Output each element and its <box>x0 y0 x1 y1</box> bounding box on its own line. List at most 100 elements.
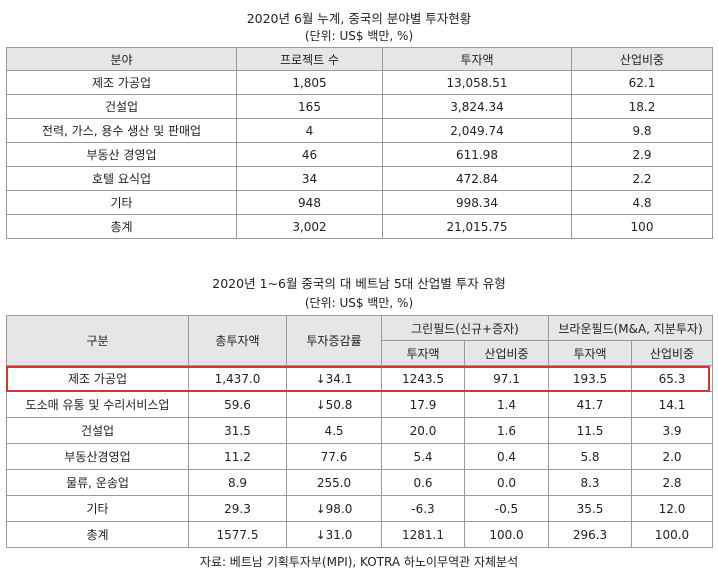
cell: ↓50.8 <box>286 391 382 418</box>
table1-title: 2020년 6월 누계, 중국의 분야별 투자현황 <box>246 11 472 26</box>
cell: 611.98 <box>382 142 572 167</box>
cell: 59.6 <box>188 391 287 418</box>
cell: 3,824.34 <box>382 94 572 119</box>
cell: 부동산 경영업 <box>6 142 237 167</box>
cell: 20.0 <box>381 417 465 444</box>
cell: 건설업 <box>6 417 189 444</box>
cell: 0.0 <box>464 469 549 496</box>
cell: 29.3 <box>188 495 287 522</box>
cell: 2.8 <box>631 469 713 496</box>
cell: 4.5 <box>286 417 382 444</box>
cell: 1.4 <box>464 391 549 418</box>
cell: 165 <box>236 94 383 119</box>
cell: 9.8 <box>571 118 713 143</box>
cell: ↓98.0 <box>286 495 382 522</box>
cell: 472.84 <box>382 166 572 191</box>
cell: 제조 가공업 <box>6 70 237 95</box>
cell: 255.0 <box>286 469 382 496</box>
table-subheader-row: 투자액 산업비중 투자액 산업비중 <box>7 340 713 366</box>
header-greenfield-share: 산업비중 <box>464 340 549 366</box>
sector-investment-table: 분야 프로젝트 수 투자액 산업비중 제조 가공업 1,805 13,058.5… <box>6 47 713 239</box>
cell: 11.5 <box>548 417 632 444</box>
table-row: 제조 가공업 1,805 13,058.51 62.1 <box>6 70 713 95</box>
table-row: 건설업 31.5 4.5 20.0 1.6 11.5 3.9 <box>6 417 713 444</box>
table2-title: 2020년 1~6월 중국의 대 베트남 5대 산업별 투자 유형 <box>212 276 506 291</box>
cell: 건설업 <box>6 94 237 119</box>
cell: 8.3 <box>548 469 632 496</box>
cell: 12.0 <box>631 495 713 522</box>
table-row: 전력, 가스, 용수 생산 및 판매업 4 2,049.74 9.8 <box>6 118 713 143</box>
cell: -0.5 <box>464 495 549 522</box>
header-total-investment: 총투자액 <box>188 315 287 366</box>
cell: 제조 가공업 <box>6 365 189 392</box>
header-brownfield-share: 산업비중 <box>631 340 713 366</box>
cell: 2.0 <box>631 443 713 470</box>
cell: 46 <box>236 142 383 167</box>
cell: 296.3 <box>548 521 632 548</box>
cell: 총계 <box>6 214 237 239</box>
table-header-row: 구분 총투자액 투자증감률 그린필드(신규+증자) 브라운필드(M&A, 지분투… <box>6 315 713 366</box>
table-row: 부동산 경영업 46 611.98 2.9 <box>6 142 713 167</box>
cell: 2.9 <box>571 142 713 167</box>
cell: 35.5 <box>548 495 632 522</box>
cell: 18.2 <box>571 94 713 119</box>
cell: 100.0 <box>464 521 549 548</box>
cell: -6.3 <box>381 495 465 522</box>
header-greenfield: 그린필드(신규+증자) <box>381 315 549 341</box>
cell: 호텔 요식업 <box>6 166 237 191</box>
cell: ↓31.0 <box>286 521 382 548</box>
cell: ↓34.1 <box>286 365 382 392</box>
table-row: 부동산경영업 11.2 77.6 5.4 0.4 5.8 2.0 <box>6 443 713 470</box>
table-row: 기타 948 998.34 4.8 <box>6 190 713 215</box>
table-row: 기타 29.3 ↓98.0 -6.3 -0.5 35.5 12.0 <box>6 495 713 522</box>
table-row: 호텔 요식업 34 472.84 2.2 <box>6 166 713 191</box>
cell: 948 <box>236 190 383 215</box>
cell: 100.0 <box>631 521 713 548</box>
header-greenfield-amount: 투자액 <box>381 340 465 366</box>
cell: 0.6 <box>381 469 465 496</box>
cell: 3,002 <box>236 214 383 239</box>
cell: 5.4 <box>381 443 465 470</box>
cell: 1281.1 <box>381 521 465 548</box>
table-row-highlighted: 제조 가공업 1,437.0 ↓34.1 1243.5 97.1 193.5 6… <box>6 365 713 392</box>
cell: 물류, 운송업 <box>6 469 189 496</box>
header-category: 구분 <box>6 315 189 366</box>
table-header-row: 분야 프로젝트 수 투자액 산업비중 <box>6 47 713 71</box>
cell: 1243.5 <box>381 365 465 392</box>
cell: 65.3 <box>631 365 713 392</box>
cell: 1.6 <box>464 417 549 444</box>
cell: 4 <box>236 118 383 143</box>
cell: 1,437.0 <box>188 365 287 392</box>
cell: 8.9 <box>188 469 287 496</box>
cell: 62.1 <box>571 70 713 95</box>
cell: 998.34 <box>382 190 572 215</box>
table2-unit: (단위: US$ 백만, %) <box>304 296 414 310</box>
table-row: 건설업 165 3,824.34 18.2 <box>6 94 713 119</box>
cell: 21,015.75 <box>382 214 572 239</box>
cell: 도소매 유통 및 수리서비스업 <box>6 391 189 418</box>
cell: 부동산경영업 <box>6 443 189 470</box>
table-row-total: 총계 3,002 21,015.75 100 <box>6 214 713 239</box>
table-row: 도소매 유통 및 수리서비스업 59.6 ↓50.8 17.9 1.4 41.7… <box>6 391 713 418</box>
cell: 1,805 <box>236 70 383 95</box>
cell: 17.9 <box>381 391 465 418</box>
cell: 14.1 <box>631 391 713 418</box>
cell: 77.6 <box>286 443 382 470</box>
cell: 2,049.74 <box>382 118 572 143</box>
cell: 97.1 <box>464 365 549 392</box>
cell: 0.4 <box>464 443 549 470</box>
cell: 2.2 <box>571 166 713 191</box>
cell: 34 <box>236 166 383 191</box>
header-project-count: 프로젝트 수 <box>236 47 383 71</box>
cell: 3.9 <box>631 417 713 444</box>
cell: 193.5 <box>548 365 632 392</box>
cell: 13,058.51 <box>382 70 572 95</box>
table1-unit: (단위: US$ 백만, %) <box>304 29 414 43</box>
table-row-total: 총계 1577.5 ↓31.0 1281.1 100.0 296.3 100.0 <box>6 521 713 548</box>
cell: 총계 <box>6 521 189 548</box>
header-brownfield: 브라운필드(M&A, 지분투자) <box>548 315 713 341</box>
source-note: 자료: 베트남 기획투자부(MPI), KOTRA 하노이무역관 자체분석 <box>199 555 519 569</box>
investment-type-table: 구분 총투자액 투자증감률 그린필드(신규+증자) 브라운필드(M&A, 지분투… <box>6 315 713 548</box>
header-industry-share: 산업비중 <box>571 47 713 71</box>
cell: 1577.5 <box>188 521 287 548</box>
